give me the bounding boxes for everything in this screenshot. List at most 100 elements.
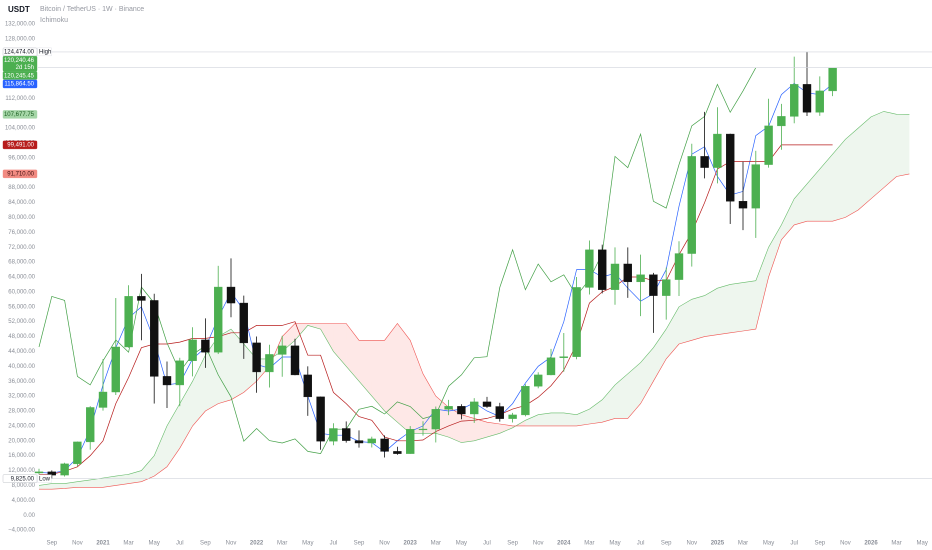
candle-body — [265, 354, 274, 373]
candle-body — [738, 201, 748, 209]
cloud-fill — [717, 284, 731, 335]
cloud-fill — [896, 114, 910, 177]
price-tag-box — [37, 474, 52, 483]
symbol-title[interactable]: Bitcoin / TetherUS · 1W · Binance — [40, 6, 144, 13]
x-tick-label: Mar — [123, 541, 133, 547]
y-tick-label: 72,000.00 — [8, 245, 35, 251]
candle-body — [764, 125, 773, 165]
cloud-fill — [781, 198, 795, 240]
price-label-text: 115,864.50 — [4, 82, 34, 88]
cloud-fill — [499, 424, 513, 434]
candle-body — [316, 396, 325, 442]
cloud-fill — [474, 418, 487, 441]
cloud-fill — [371, 340, 385, 411]
x-tick-label: Jul — [637, 541, 645, 547]
cloud-fill — [346, 323, 359, 382]
price-label-text: 99,491.00 — [7, 143, 34, 149]
cloud-fill — [192, 355, 206, 426]
x-tick-label: May — [609, 541, 620, 547]
cloud-fill — [832, 139, 846, 222]
candle-body — [239, 302, 249, 344]
y-tick-label: 84,000.00 — [8, 200, 35, 206]
candle-body — [342, 428, 351, 441]
candle-body — [559, 356, 568, 358]
y-tick-label: 132,000.00 — [5, 21, 36, 27]
cloud-fill — [819, 154, 833, 222]
candle-body — [623, 263, 632, 283]
x-tick-label: Nov — [533, 541, 544, 547]
cloud-fill — [704, 288, 718, 337]
y-tick-label: 56,000.00 — [8, 304, 35, 310]
y-tick-label: 80,000.00 — [8, 215, 35, 221]
cloud-fill — [730, 282, 743, 333]
x-tick-label: Sep — [507, 541, 518, 547]
currency-label[interactable]: USDT — [8, 5, 30, 14]
cloud-fill — [563, 412, 577, 426]
y-tick-label: 4,000.00 — [12, 498, 36, 504]
candle-body — [572, 287, 581, 357]
candle-body — [367, 438, 376, 444]
candle-body — [482, 401, 492, 407]
candle-body — [201, 339, 210, 353]
x-tick-label: Sep — [661, 541, 672, 547]
candle-body — [303, 374, 312, 398]
candle-body — [495, 406, 504, 419]
candle-body — [60, 463, 69, 476]
cloud-fill — [768, 224, 782, 277]
cloud-fill — [615, 373, 628, 419]
x-tick-label: May — [456, 541, 467, 547]
cloud-fill — [679, 299, 692, 344]
y-tick-label: 20,000.00 — [8, 438, 35, 444]
price-label-box — [2, 140, 38, 150]
price-label-text: 107,677.75 — [4, 112, 35, 118]
candle-body — [354, 440, 364, 444]
y-tick-label: 68,000.00 — [8, 260, 35, 266]
cloud-fill — [77, 479, 91, 488]
cloud-fill — [883, 111, 897, 188]
candle-body — [162, 376, 172, 386]
y-tick-label: 64,000.00 — [8, 275, 35, 281]
x-tick-label: Sep — [200, 541, 211, 547]
price-label-text: 9,825.00 — [11, 476, 35, 482]
candle-body — [73, 441, 82, 465]
price-label-box — [2, 56, 38, 72]
x-tick-label: Jul — [176, 541, 184, 547]
candle-body — [380, 438, 389, 452]
price-label-box — [2, 474, 38, 483]
candle-body — [649, 274, 658, 296]
candle-body — [290, 345, 300, 376]
cloud-fill — [115, 474, 129, 486]
cloud-fill — [141, 455, 155, 482]
candle-body — [726, 133, 735, 202]
indicator-label[interactable]: Ichimoku — [40, 17, 68, 24]
candle-body — [124, 296, 133, 348]
y-tick-label: −4,000.00 — [8, 528, 36, 534]
x-tick-label: May — [763, 541, 774, 547]
cloud-fill — [525, 414, 539, 426]
y-tick-label: 44,000.00 — [8, 349, 35, 355]
x-tick-label: May — [917, 541, 928, 547]
x-tick-label: 2022 — [250, 541, 264, 547]
cloud-span-line — [38, 111, 910, 486]
y-tick-label: 52,000.00 — [8, 319, 35, 325]
candle-body — [393, 451, 402, 454]
indicator-line — [38, 67, 757, 454]
x-tick-label: Mar — [891, 541, 901, 547]
x-tick-label: Nov — [840, 541, 851, 547]
cloud-fill — [743, 280, 756, 331]
cloud-fill — [461, 414, 475, 443]
candle-body — [777, 116, 786, 127]
candle-body — [636, 274, 645, 283]
cloud-fill — [307, 323, 321, 330]
candle-body — [226, 286, 236, 304]
cloud-fill — [333, 323, 347, 367]
candle-body — [546, 357, 556, 376]
cloud-fill — [653, 329, 667, 382]
cloud-fill — [205, 336, 219, 411]
y-tick-label: 88,000.00 — [8, 185, 35, 191]
cloud-fill — [231, 329, 244, 400]
candle-body — [137, 296, 146, 301]
